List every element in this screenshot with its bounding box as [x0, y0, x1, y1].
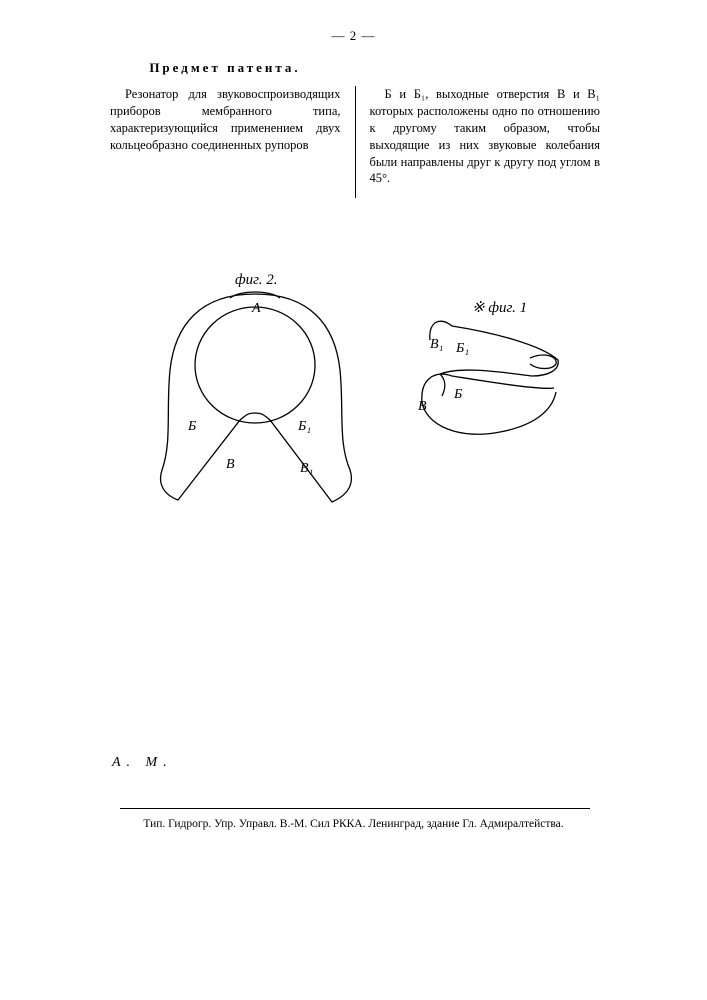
fig2-label-B-right: Б₁ — [297, 419, 311, 434]
section-title: Предмет патента. — [110, 60, 340, 76]
fig1-label-V1: В₁ — [430, 337, 443, 352]
fig2-label-V-left: В — [226, 457, 235, 472]
body-left: Резонатор для звуковоспроизводящих прибо… — [110, 86, 341, 154]
fig2-label-B-left: Б — [187, 419, 196, 434]
text-block: Предмет патента. Резонатор для звуковосп… — [110, 60, 600, 198]
fig1-caption: ※ фиг. 1 — [472, 300, 527, 316]
fig2-caption: фиг. 2. — [235, 272, 278, 288]
footer-rule — [120, 808, 590, 809]
two-column-text: Резонатор для звуковоспроизводящих прибо… — [110, 86, 600, 198]
patent-page: — 2 — Предмет патента. Резонатор для зву… — [0, 0, 707, 1000]
fig1-label-V: В — [418, 399, 427, 414]
column-left: Резонатор для звуковоспроизводящих прибо… — [110, 86, 341, 198]
colophon: Тип. Гидрогр. Упр. Управл. В.-М. Сил РКК… — [0, 818, 707, 830]
fig2-drawing — [161, 292, 352, 502]
body-right: Б и Б₁, выходные отверстия В и В₁ которы… — [370, 86, 601, 187]
fig1-label-B1: Б₁ — [455, 341, 469, 356]
page-number: — 2 — — [0, 28, 707, 44]
fig2-label-V-right: В₁ — [300, 461, 313, 476]
figures: фиг. 2. А Б Б₁ В В₁ ※ фиг. 1 — [140, 270, 580, 530]
fig2-label-A: А — [251, 301, 261, 316]
figures-svg: фиг. 2. А Б Б₁ В В₁ ※ фиг. 1 — [140, 270, 580, 530]
fig1-label-B: Б — [453, 387, 462, 402]
column-right: Б и Б₁, выходные отверстия В и В₁ которы… — [370, 86, 601, 198]
column-separator — [355, 86, 356, 198]
author-initials: А. М. — [112, 755, 173, 771]
